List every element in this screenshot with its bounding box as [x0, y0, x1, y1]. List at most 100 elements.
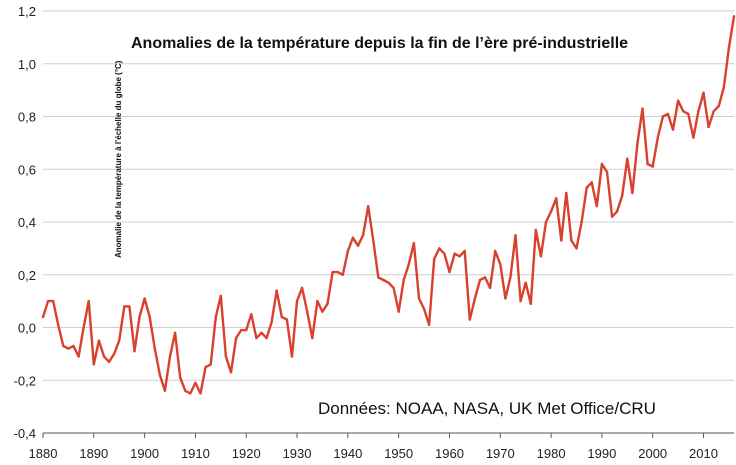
data-point: [346, 249, 350, 253]
data-point: [275, 289, 278, 292]
data-point: [651, 165, 654, 168]
y-tick-label: -0,2: [14, 373, 36, 388]
data-point: [46, 299, 50, 303]
data-point: [377, 276, 380, 279]
data-point: [184, 389, 187, 392]
data-point: [433, 257, 436, 261]
data-point: [255, 336, 258, 340]
data-point: [306, 310, 309, 313]
data-point: [356, 244, 360, 247]
data-point: [514, 234, 517, 237]
data-point: [534, 228, 537, 232]
data-point: [626, 157, 629, 160]
data-point: [153, 347, 156, 350]
x-tick-label: 1980: [537, 446, 566, 461]
data-point: [102, 355, 106, 358]
data-point: [387, 281, 390, 284]
x-tick-label: 1940: [333, 446, 362, 461]
data-point: [240, 328, 243, 332]
data-point: [524, 281, 527, 284]
data-point: [519, 299, 522, 303]
data-point: [610, 215, 614, 218]
data-source-note: Données: NOAA, NASA, UK Met Office/CRU: [318, 399, 656, 418]
data-point: [168, 355, 172, 358]
data-point: [412, 241, 416, 245]
data-point: [285, 318, 289, 321]
data-point: [727, 46, 731, 50]
x-tick-label: 1890: [79, 446, 108, 461]
data-point: [204, 365, 207, 369]
data-point: [41, 315, 45, 319]
data-point: [92, 363, 96, 366]
data-point: [224, 355, 228, 358]
data-point: [219, 294, 222, 298]
data-point: [732, 15, 736, 18]
data-point: [260, 331, 263, 334]
data-point: [336, 270, 339, 274]
data-point: [189, 392, 192, 395]
y-axis-ticks: -0,4 -0,2 0,0 0,2 0,4 0,6 0,8 1,0 1,2: [14, 4, 36, 441]
data-point: [504, 297, 507, 300]
data-point: [143, 297, 146, 300]
temperature-series-line: [41, 15, 736, 395]
data-point: [585, 186, 588, 189]
y-tick-label: 0,6: [18, 162, 36, 177]
data-point: [488, 286, 492, 290]
data-point: [555, 197, 558, 200]
data-point: [245, 328, 248, 332]
data-point: [692, 136, 695, 139]
data-point: [392, 286, 395, 290]
data-point: [529, 302, 532, 305]
y-tick-label: 0,0: [18, 321, 36, 336]
data-point: [468, 318, 471, 321]
data-point: [290, 355, 294, 358]
data-point: [52, 299, 55, 303]
data-point: [173, 331, 177, 334]
data-point: [631, 191, 634, 195]
chart-title: Anomalies de la température depuis la fi…: [131, 35, 628, 52]
x-tick-label: 1990: [587, 446, 616, 461]
data-point: [473, 297, 477, 300]
data-point: [280, 315, 283, 319]
data-point: [407, 263, 410, 266]
data-point: [138, 315, 141, 319]
data-point: [382, 278, 385, 282]
data-point: [483, 276, 487, 279]
data-point: [326, 302, 329, 305]
data-point: [544, 220, 548, 224]
data-point: [722, 86, 725, 89]
y-tick-label: 0,2: [18, 268, 36, 283]
x-tick-label: 2010: [689, 446, 718, 461]
data-point: [671, 128, 675, 131]
x-tick-label: 1910: [181, 446, 210, 461]
data-point: [656, 136, 659, 139]
y-tick-label: 0,8: [18, 110, 36, 125]
data-point: [118, 339, 121, 342]
data-point: [351, 236, 355, 239]
data-point: [463, 249, 466, 253]
data-point: [661, 115, 665, 118]
grid-lines: [43, 10, 734, 434]
data-point: [321, 310, 324, 313]
data-point: [575, 247, 578, 250]
data-point: [539, 255, 543, 258]
data-point: [687, 112, 690, 116]
data-point: [422, 307, 426, 311]
data-point: [549, 210, 553, 213]
data-point: [565, 191, 568, 195]
y-tick-label: -0,4: [14, 426, 36, 441]
data-point: [179, 376, 182, 379]
x-axis-ticks: 1880 1890 1900 1910 1920 1930 1940 1950 1960 1970…: [29, 433, 718, 461]
data-point: [427, 323, 431, 327]
data-point: [62, 344, 65, 348]
data-point: [163, 389, 167, 392]
data-point: [133, 350, 136, 353]
data-point: [209, 363, 212, 366]
data-point: [478, 278, 482, 282]
data-point: [448, 270, 451, 274]
data-point: [107, 360, 111, 363]
x-tick-label: 1880: [29, 446, 58, 461]
data-points: [41, 15, 736, 395]
data-point: [128, 305, 131, 308]
data-point: [199, 392, 202, 395]
